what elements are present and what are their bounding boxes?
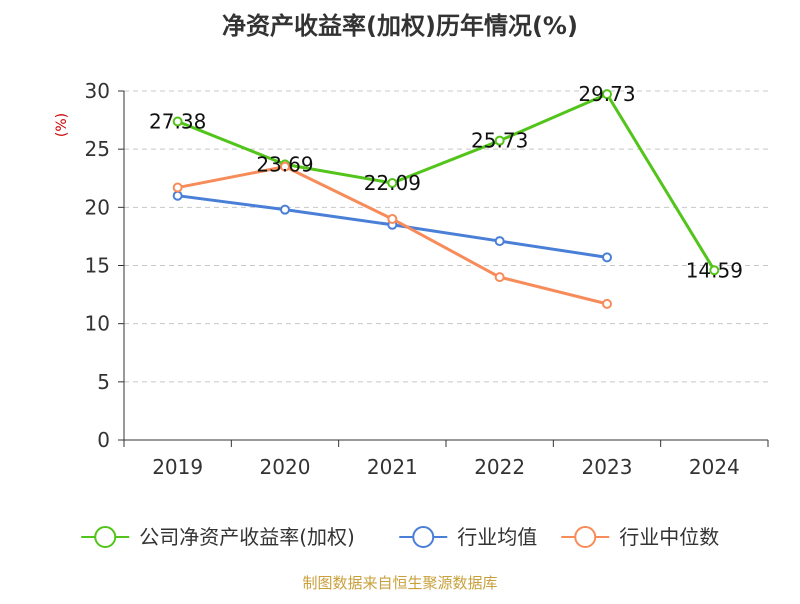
y-tick-label: 10 [85,312,110,336]
x-tick-label: 2024 [689,455,740,479]
data-point [494,272,505,283]
data-point [494,236,505,247]
legend-item-0: 公司净资产收益率(加权) [81,525,355,549]
legend: 公司净资产收益率(加权) 行业均值 行业中位数 [81,525,719,549]
y-tick-label: 20 [85,195,110,219]
data-point [172,190,183,201]
data-point [387,213,398,224]
series-line-0 [177,92,716,272]
data-point [709,265,720,276]
data-label: 23.69 [256,152,313,176]
data-label: 14.59 [686,258,743,282]
y-tick-label: 30 [85,79,110,103]
x-tick-label: 2022 [474,455,525,479]
legend-item-2: 行业中位数 [561,525,719,549]
data-point [602,252,612,263]
data-label: 25.73 [471,129,528,153]
x-tick-label: 2020 [260,455,311,479]
y-tick-label: 0 [97,428,110,452]
legend-marker [94,526,117,548]
axes: 0 5 10 15 20 25 30 2019 2020 2021 2022 2023 2024 [85,79,769,479]
grid-lines [124,90,768,383]
chart-title: 净资产收益率(加权)历年情况(%) [222,12,578,40]
legend-marker [574,526,597,548]
data-point [602,298,612,309]
y-axis-label: (%) [54,113,70,137]
data-labels: 27.38 23.69 22.09 25.73 29.73 14.59 [149,82,743,282]
data-label: 27.38 [149,109,206,133]
data-label: 29.73 [578,82,635,106]
series-lines [172,89,720,309]
data-point [602,89,612,100]
y-tick-label: 15 [85,254,110,278]
legend-item-1: 行业均值 [399,525,537,549]
legend-label: 行业均值 [457,525,537,549]
data-point [280,204,290,215]
legend-label: 公司净资产收益率(加权) [139,525,355,549]
data-point [387,178,398,189]
legend-label: 行业中位数 [619,525,719,549]
legend-marker [412,526,435,548]
data-point [494,135,505,146]
y-tick-label: 5 [97,370,110,394]
x-tick-label: 2021 [367,455,418,479]
source-note: 制图数据来自恒生聚源数据库 [302,574,497,592]
data-label: 22.09 [364,171,421,195]
x-tick-label: 2019 [152,455,203,479]
data-point [280,161,290,172]
data-point [172,182,183,193]
x-tick-label: 2023 [582,455,633,479]
y-tick-label: 25 [85,137,110,161]
data-point [172,116,183,127]
